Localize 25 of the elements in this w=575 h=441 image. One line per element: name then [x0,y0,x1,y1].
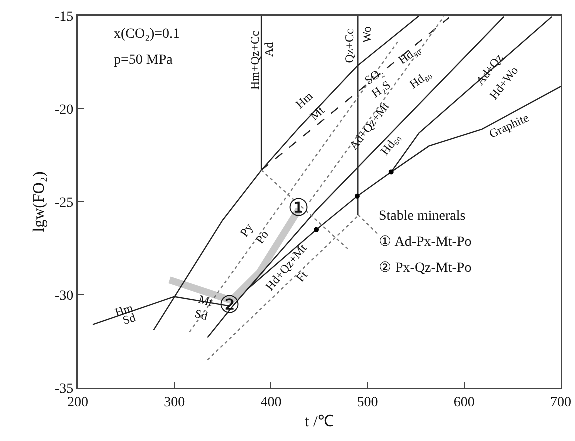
annotation: x(CO₂)=0.1 [114,27,180,42]
y-tick-label: -20 [55,102,74,118]
annotation: Ad [262,42,276,58]
annotation: Hd₈₀ [407,66,434,92]
annotation: Hd₅₀ [396,42,423,68]
y-tick-label: -35 [55,382,74,397]
x-tick-label: 400 [260,395,282,410]
x-tick-label: 500 [357,395,378,410]
x-tick-label: 700 [550,395,572,410]
y-tick-label: -30 [55,288,74,304]
y-axis-title: lgw(FO₂) [31,172,48,232]
x-tick-label: 600 [454,395,475,410]
annotation: ① [288,196,310,222]
x-tick-label: 200 [68,395,88,410]
annotation: ① Ad-Px-Mt-Po [379,235,472,250]
x-axis-title: t /℃ [305,414,334,431]
y-tick-label: -15 [55,10,74,25]
annotation: p=50 MPa [114,53,174,68]
y-tick-label: -25 [55,196,74,211]
annotation: Wo [360,26,374,43]
annotation: Qz+Cc [342,29,357,64]
annotation: Stable minerals [379,209,466,224]
annotation: Hm+Qz+Cc [248,31,262,90]
x-tick-label: 300 [164,395,186,410]
annotation: ② Px-Qz-Mt-Po [379,261,472,276]
